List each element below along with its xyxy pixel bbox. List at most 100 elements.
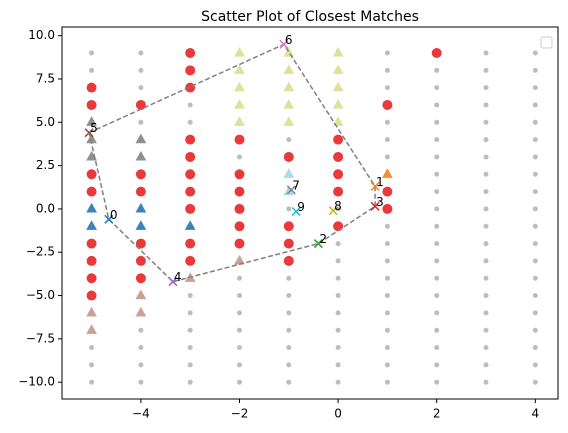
triangle-point	[135, 220, 147, 230]
point	[434, 275, 440, 281]
triangle-point	[184, 220, 196, 230]
point	[286, 345, 292, 351]
point	[86, 99, 97, 110]
point	[138, 345, 144, 351]
point	[384, 85, 390, 91]
cross-point	[279, 39, 289, 49]
x-tick-label: 0	[334, 407, 342, 421]
point	[286, 137, 292, 143]
x-tick-label: 2	[433, 407, 441, 421]
point	[434, 154, 440, 160]
point	[138, 379, 144, 385]
x-tick-label: −4	[132, 407, 150, 421]
cross-point	[370, 181, 380, 191]
point	[434, 379, 440, 385]
point	[384, 275, 390, 281]
point	[483, 223, 489, 229]
point	[434, 327, 440, 333]
point	[483, 171, 489, 177]
point	[234, 186, 245, 197]
point	[236, 345, 242, 351]
point	[434, 345, 440, 351]
point	[138, 50, 144, 56]
point	[434, 241, 440, 247]
point	[434, 206, 440, 212]
point	[283, 255, 294, 266]
point	[532, 189, 538, 195]
triangle-point	[234, 46, 245, 57]
point	[236, 275, 242, 281]
triangle-point	[86, 306, 97, 317]
point	[483, 293, 489, 299]
point	[185, 47, 196, 58]
point	[532, 241, 538, 247]
point	[384, 362, 390, 368]
point	[89, 362, 95, 368]
point	[532, 362, 538, 368]
point	[532, 50, 538, 56]
point	[483, 379, 489, 385]
point	[335, 310, 341, 316]
triangle-point	[234, 98, 245, 109]
y-tick-label: −2.5	[26, 245, 55, 259]
point	[185, 134, 196, 145]
point	[187, 327, 193, 333]
point	[382, 186, 393, 197]
triangle-point	[283, 98, 295, 109]
cross-point	[104, 214, 114, 224]
point	[384, 310, 390, 316]
point	[283, 221, 294, 232]
point	[185, 186, 196, 197]
y-tick-label: 2.5	[36, 158, 55, 172]
triangle-point	[86, 220, 97, 230]
point	[532, 345, 538, 351]
point	[532, 171, 538, 177]
point	[532, 154, 538, 160]
point	[532, 293, 538, 299]
point	[236, 362, 242, 368]
point	[335, 327, 341, 333]
point	[286, 327, 292, 333]
point	[532, 327, 538, 333]
point	[384, 119, 390, 125]
point	[138, 67, 144, 73]
point	[86, 255, 97, 266]
y-tick-label: −5.0	[26, 288, 55, 302]
chart-title: Scatter Plot of Closest Matches	[201, 9, 419, 25]
point	[384, 258, 390, 264]
point	[89, 50, 95, 56]
point	[234, 203, 245, 214]
y-tick-label: 7.5	[36, 71, 55, 85]
point	[335, 362, 341, 368]
point	[185, 203, 196, 214]
point	[89, 379, 95, 385]
point	[483, 154, 489, 160]
point	[434, 362, 440, 368]
triangle-point	[283, 81, 295, 92]
point	[434, 102, 440, 108]
triangle-point	[382, 168, 393, 178]
point	[185, 65, 196, 76]
point	[384, 154, 390, 160]
point	[187, 102, 193, 108]
triangle-point	[332, 46, 344, 57]
point	[483, 137, 489, 143]
triangle-point	[283, 46, 295, 57]
point	[236, 293, 242, 299]
point	[185, 238, 196, 249]
triangle-point	[234, 64, 245, 74]
point	[286, 310, 292, 316]
point	[283, 151, 294, 162]
point	[483, 50, 489, 56]
cross-point	[313, 239, 323, 249]
point	[532, 85, 538, 91]
point	[384, 327, 390, 333]
triangle-point	[86, 116, 97, 126]
point	[483, 85, 489, 91]
cross-point	[370, 201, 380, 211]
triangle-point	[283, 185, 295, 196]
point	[384, 345, 390, 351]
triangle-point	[86, 324, 97, 334]
triangle-point	[135, 133, 147, 144]
point	[138, 327, 144, 333]
